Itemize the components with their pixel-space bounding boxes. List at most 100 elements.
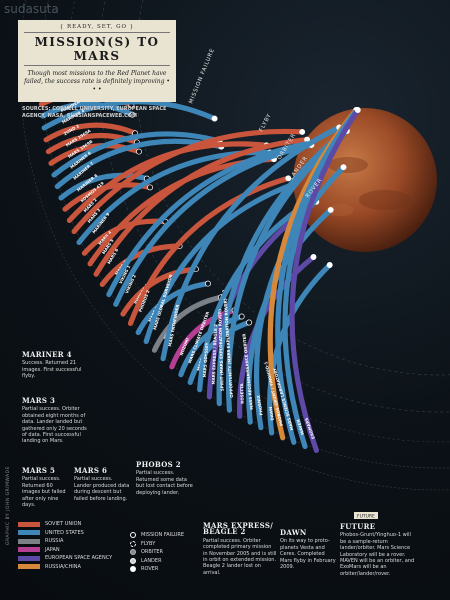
mission-outcome-marker — [136, 148, 142, 155]
mission-outcome-marker — [129, 111, 136, 118]
mission-label: MAVEN — [295, 419, 305, 436]
mars-surface-detail — [359, 190, 411, 210]
legend-row: JAPAN — [18, 546, 112, 555]
annotation-text: Partial success. Returned 60 images but … — [22, 476, 66, 509]
sources-note: SOURCES: CORNELL UNIVERSITY, EUROPEAN SP… — [22, 106, 167, 119]
legend-row: MISSION FAILURE — [130, 531, 184, 540]
annotation-text: On its way to proto-planets Vesta and Ce… — [280, 538, 336, 571]
swatch-japan — [18, 547, 40, 553]
ring-label-mission-failure: MISSION FAILURE — [188, 47, 216, 104]
legend-row: FLYBY — [130, 540, 184, 549]
annotation-mars5: MARS 5 Partial success. Returned 60 imag… — [22, 466, 70, 509]
page-title: MISSION(S) TO MARS — [24, 32, 170, 66]
legend-row: LANDER — [130, 557, 184, 566]
mission-outcome-marker — [147, 184, 154, 191]
annotation-text: Partial success. Lander produced data du… — [74, 476, 130, 502]
mission-outcome-marker — [327, 206, 334, 213]
mission-band — [135, 281, 211, 336]
mission-band — [99, 243, 183, 287]
legend-label: EUROPEAN SPACE AGENCY — [45, 555, 113, 562]
mission-outcome-marker — [238, 313, 245, 320]
mission-band — [106, 140, 313, 298]
annotation-dawn: DAWN On its way to proto-planets Vesta a… — [280, 528, 336, 571]
legend-row: UNITED STATES — [18, 529, 112, 538]
legend-outcomes: MISSION FAILURE FLYBY ORBITER LANDER ROV… — [130, 531, 184, 574]
flyby-marker-icon — [130, 540, 136, 547]
swatch-united-states — [18, 530, 40, 536]
mission-label: SPIRIT (MARS EXPLORATION ROVER) — [217, 309, 224, 391]
rover-marker-icon — [130, 566, 136, 573]
mission-band — [40, 101, 135, 119]
mission-band — [143, 181, 297, 345]
legend-label: MISSION FAILURE — [141, 532, 185, 539]
annotation-text: Partial success. Orbiter completed prima… — [203, 537, 277, 576]
future-tag-label: FUTURE — [357, 514, 375, 520]
mission-label: EXOMARS — [304, 417, 316, 440]
future-tag — [354, 512, 378, 519]
annotation-text: Partial success. Orbiter obtained eight … — [22, 406, 87, 445]
annotation-title: PHOBOS 2 — [136, 460, 181, 469]
legend-label: SOVIET UNION — [45, 521, 82, 528]
mission-outcome-marker — [326, 262, 333, 268]
swatch-soviet-union — [18, 521, 40, 527]
graphic-credit: GRAPHIC BY JOHN GRIMWADE — [6, 466, 11, 545]
mission-label: PHOENIX — [256, 395, 264, 416]
mars-surface-detail — [328, 157, 368, 173]
mission-band — [43, 122, 138, 143]
mission-outcome-marker — [354, 107, 361, 113]
mission-band — [51, 131, 223, 178]
mission-outcome-marker — [299, 128, 306, 135]
mission-band — [127, 175, 291, 326]
title-kicker: { READY, SET, GO } — [59, 24, 135, 30]
mission-band — [160, 124, 342, 362]
mission-band — [120, 266, 199, 317]
mission-band — [253, 164, 347, 431]
annotation-text: Phobos-Grunt/Yinghuo-1 will be a sample-… — [340, 532, 415, 577]
annotation-text: Partial success. Returned some data but … — [136, 470, 193, 496]
swatch-european-space-agency — [18, 555, 40, 561]
annotation-title: DAWN — [280, 528, 307, 537]
mission-outcome-marker — [205, 280, 211, 287]
annotation-title: MARINER 4 — [22, 350, 72, 359]
mission-band — [289, 107, 361, 453]
legend-label: ROVER — [141, 566, 159, 573]
mission-band — [226, 128, 350, 413]
mission-label: OPPORTUNITY (MARS EXPLORATION ROVER) — [223, 298, 234, 398]
legend-row: EUROPEAN SPACE AGENCY — [18, 554, 112, 563]
mission-band — [113, 142, 314, 307]
mission-outcome-marker — [285, 175, 292, 182]
annotation-title: MARS 5 — [22, 466, 56, 475]
legend-label: JAPAN — [45, 546, 60, 553]
mission-outcome-marker — [340, 164, 347, 171]
annotation-title: MARS 6 — [74, 466, 108, 475]
outcome-ring — [97, 0, 450, 413]
mission-band — [197, 196, 316, 393]
mission-band — [71, 128, 305, 235]
title-card: { READY, SET, GO } MISSION(S) TO MARS Th… — [18, 20, 176, 102]
mission-label: MARS ODYSSEY — [202, 342, 210, 377]
mission-band — [151, 294, 224, 353]
legend-label: UNITED STATES — [45, 529, 84, 536]
mission-band — [93, 137, 310, 277]
watermark: sudasuta — [4, 2, 59, 16]
legend-label: LANDER — [141, 557, 162, 564]
failure-marker-icon — [130, 532, 136, 539]
legend-row: SOVIET UNION — [18, 520, 112, 529]
legend-label: ORBITER — [141, 549, 164, 556]
annotation-phobos2: PHOBOS 2 Partial success. Returned some … — [136, 460, 194, 496]
legend-label: RUSSIA/CHINA — [45, 563, 81, 570]
mission-band — [187, 319, 252, 385]
legend-label: FLYBY — [141, 540, 156, 547]
legend-row: RUSSIA/CHINA — [18, 563, 112, 572]
legend-agencies: SOVIET UNION UNITED STATES RUSSIA JAPAN … — [18, 520, 112, 571]
legend-row: ROVER — [130, 565, 184, 574]
mission-label: ROSETTA — [239, 382, 245, 403]
orbiter-marker-icon — [130, 549, 136, 556]
annotation-text: Success. Returned 21 images. First succe… — [22, 360, 82, 380]
swatch-russia-china — [18, 564, 40, 570]
mission-label: DAWN — [268, 406, 275, 421]
legend-row: RUSSIA — [18, 537, 112, 546]
annotation-mars3: MARS 3 Partial success. Orbiter obtained… — [22, 397, 92, 445]
